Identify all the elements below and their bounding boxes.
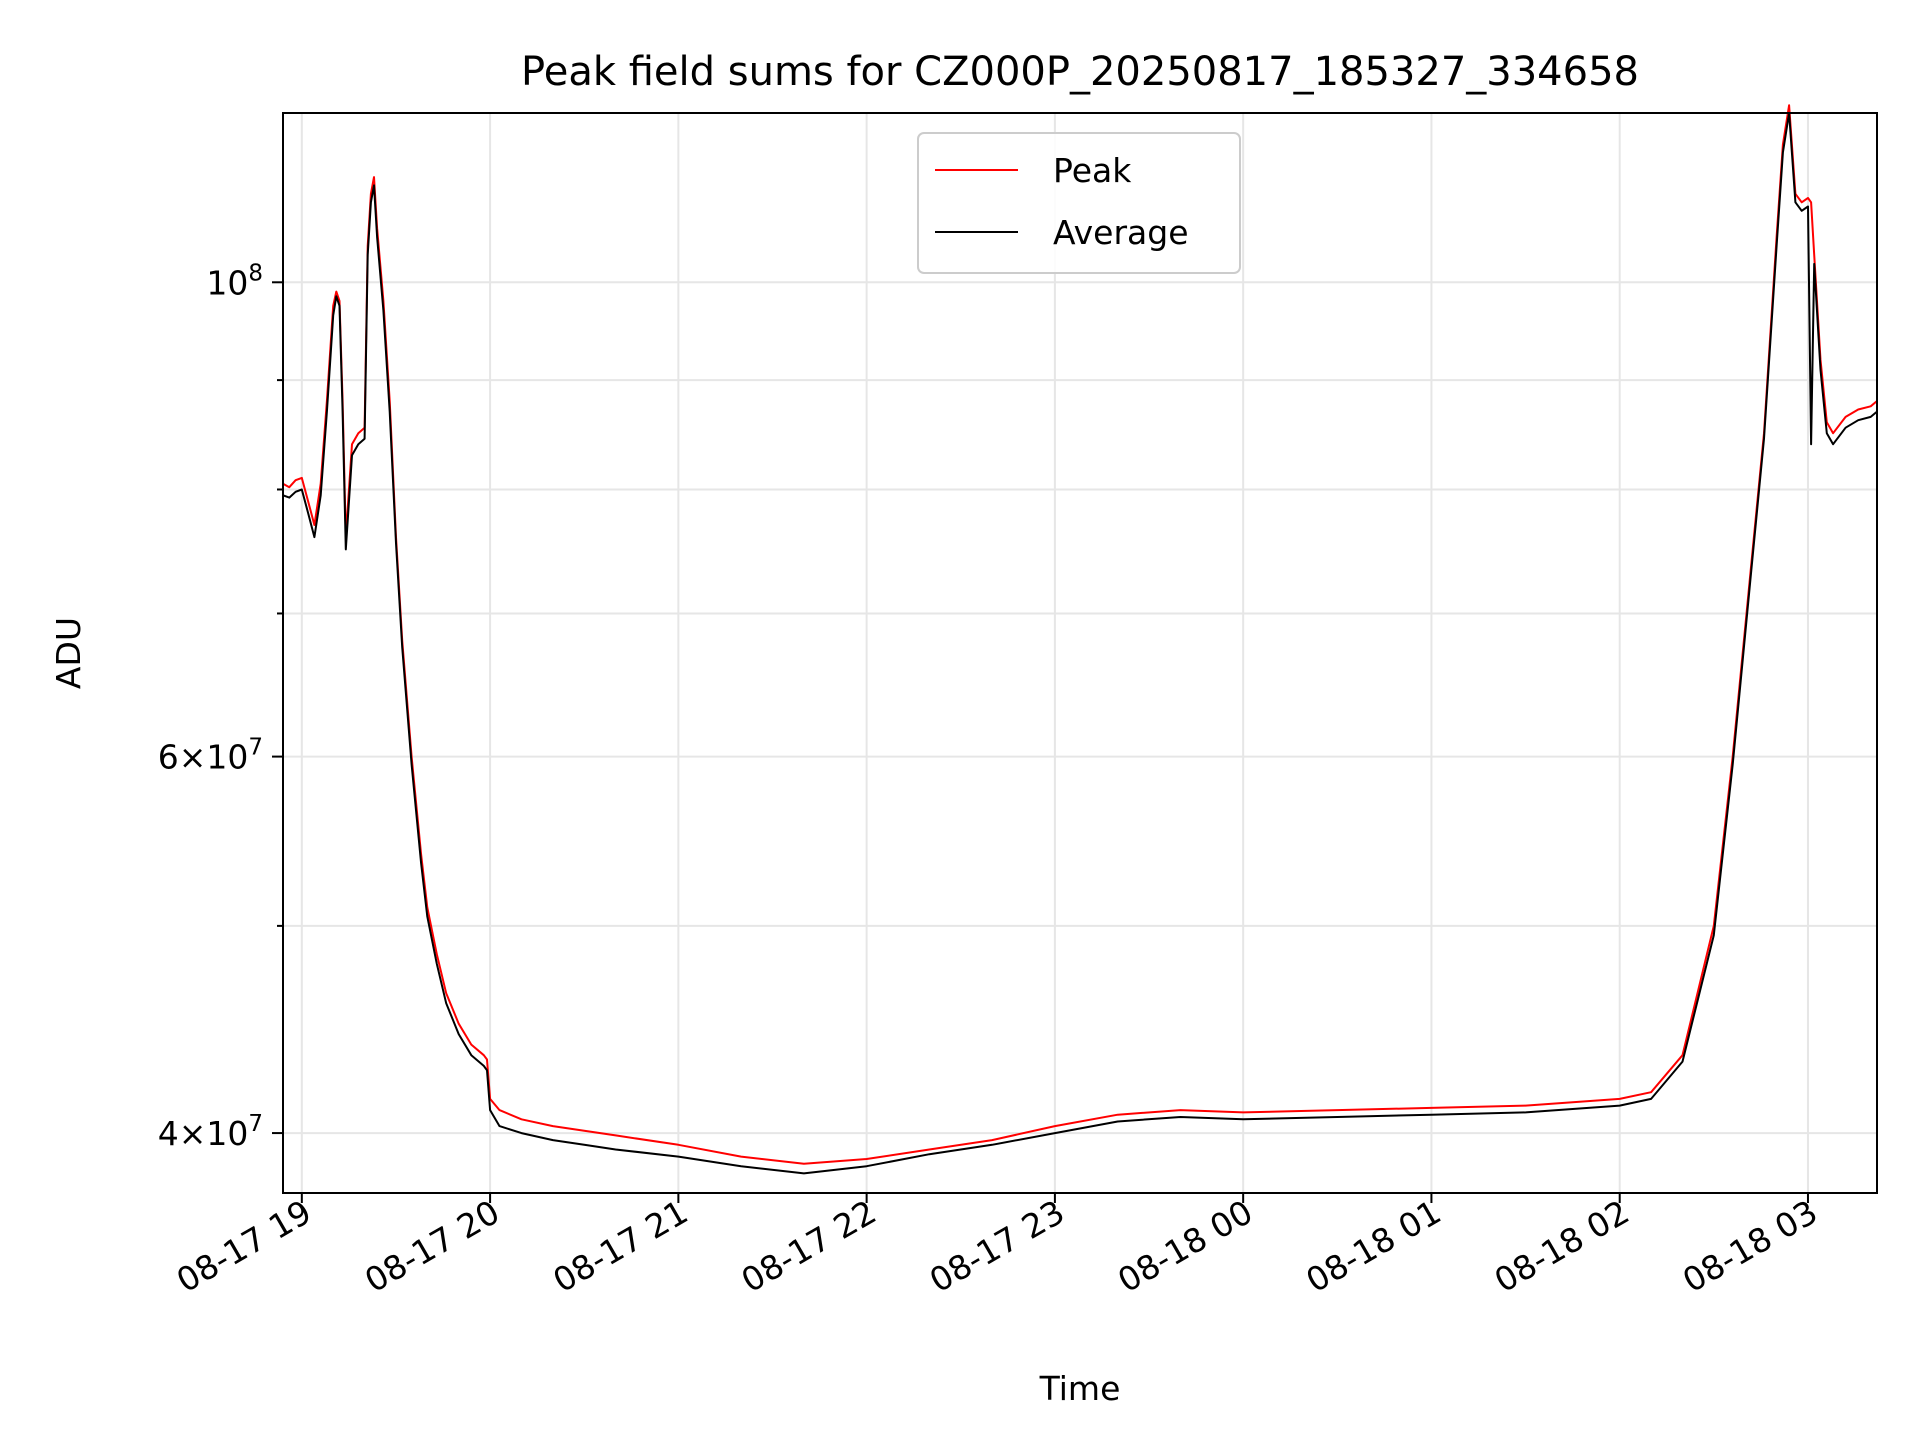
y-tick-label: 6×107 bbox=[158, 735, 263, 777]
axes-frame bbox=[282, 112, 1878, 1194]
legend-box bbox=[917, 132, 1241, 274]
x-axis-label: Time bbox=[1039, 1369, 1121, 1408]
grid bbox=[283, 113, 1877, 1193]
series-line-average bbox=[282, 112, 1878, 1175]
plot-area bbox=[282, 104, 1878, 1175]
y-tick-label: 4×107 bbox=[158, 1111, 263, 1153]
y-axis-label: ADU bbox=[49, 617, 88, 689]
legend-label: Average bbox=[1053, 213, 1189, 252]
legend-label: Peak bbox=[1053, 151, 1132, 190]
legend: Peak Average bbox=[917, 132, 1241, 274]
y-tick-label: 108 bbox=[206, 260, 263, 302]
chart-title: Peak field sums for CZ000P_20250817_1853… bbox=[521, 49, 1639, 95]
